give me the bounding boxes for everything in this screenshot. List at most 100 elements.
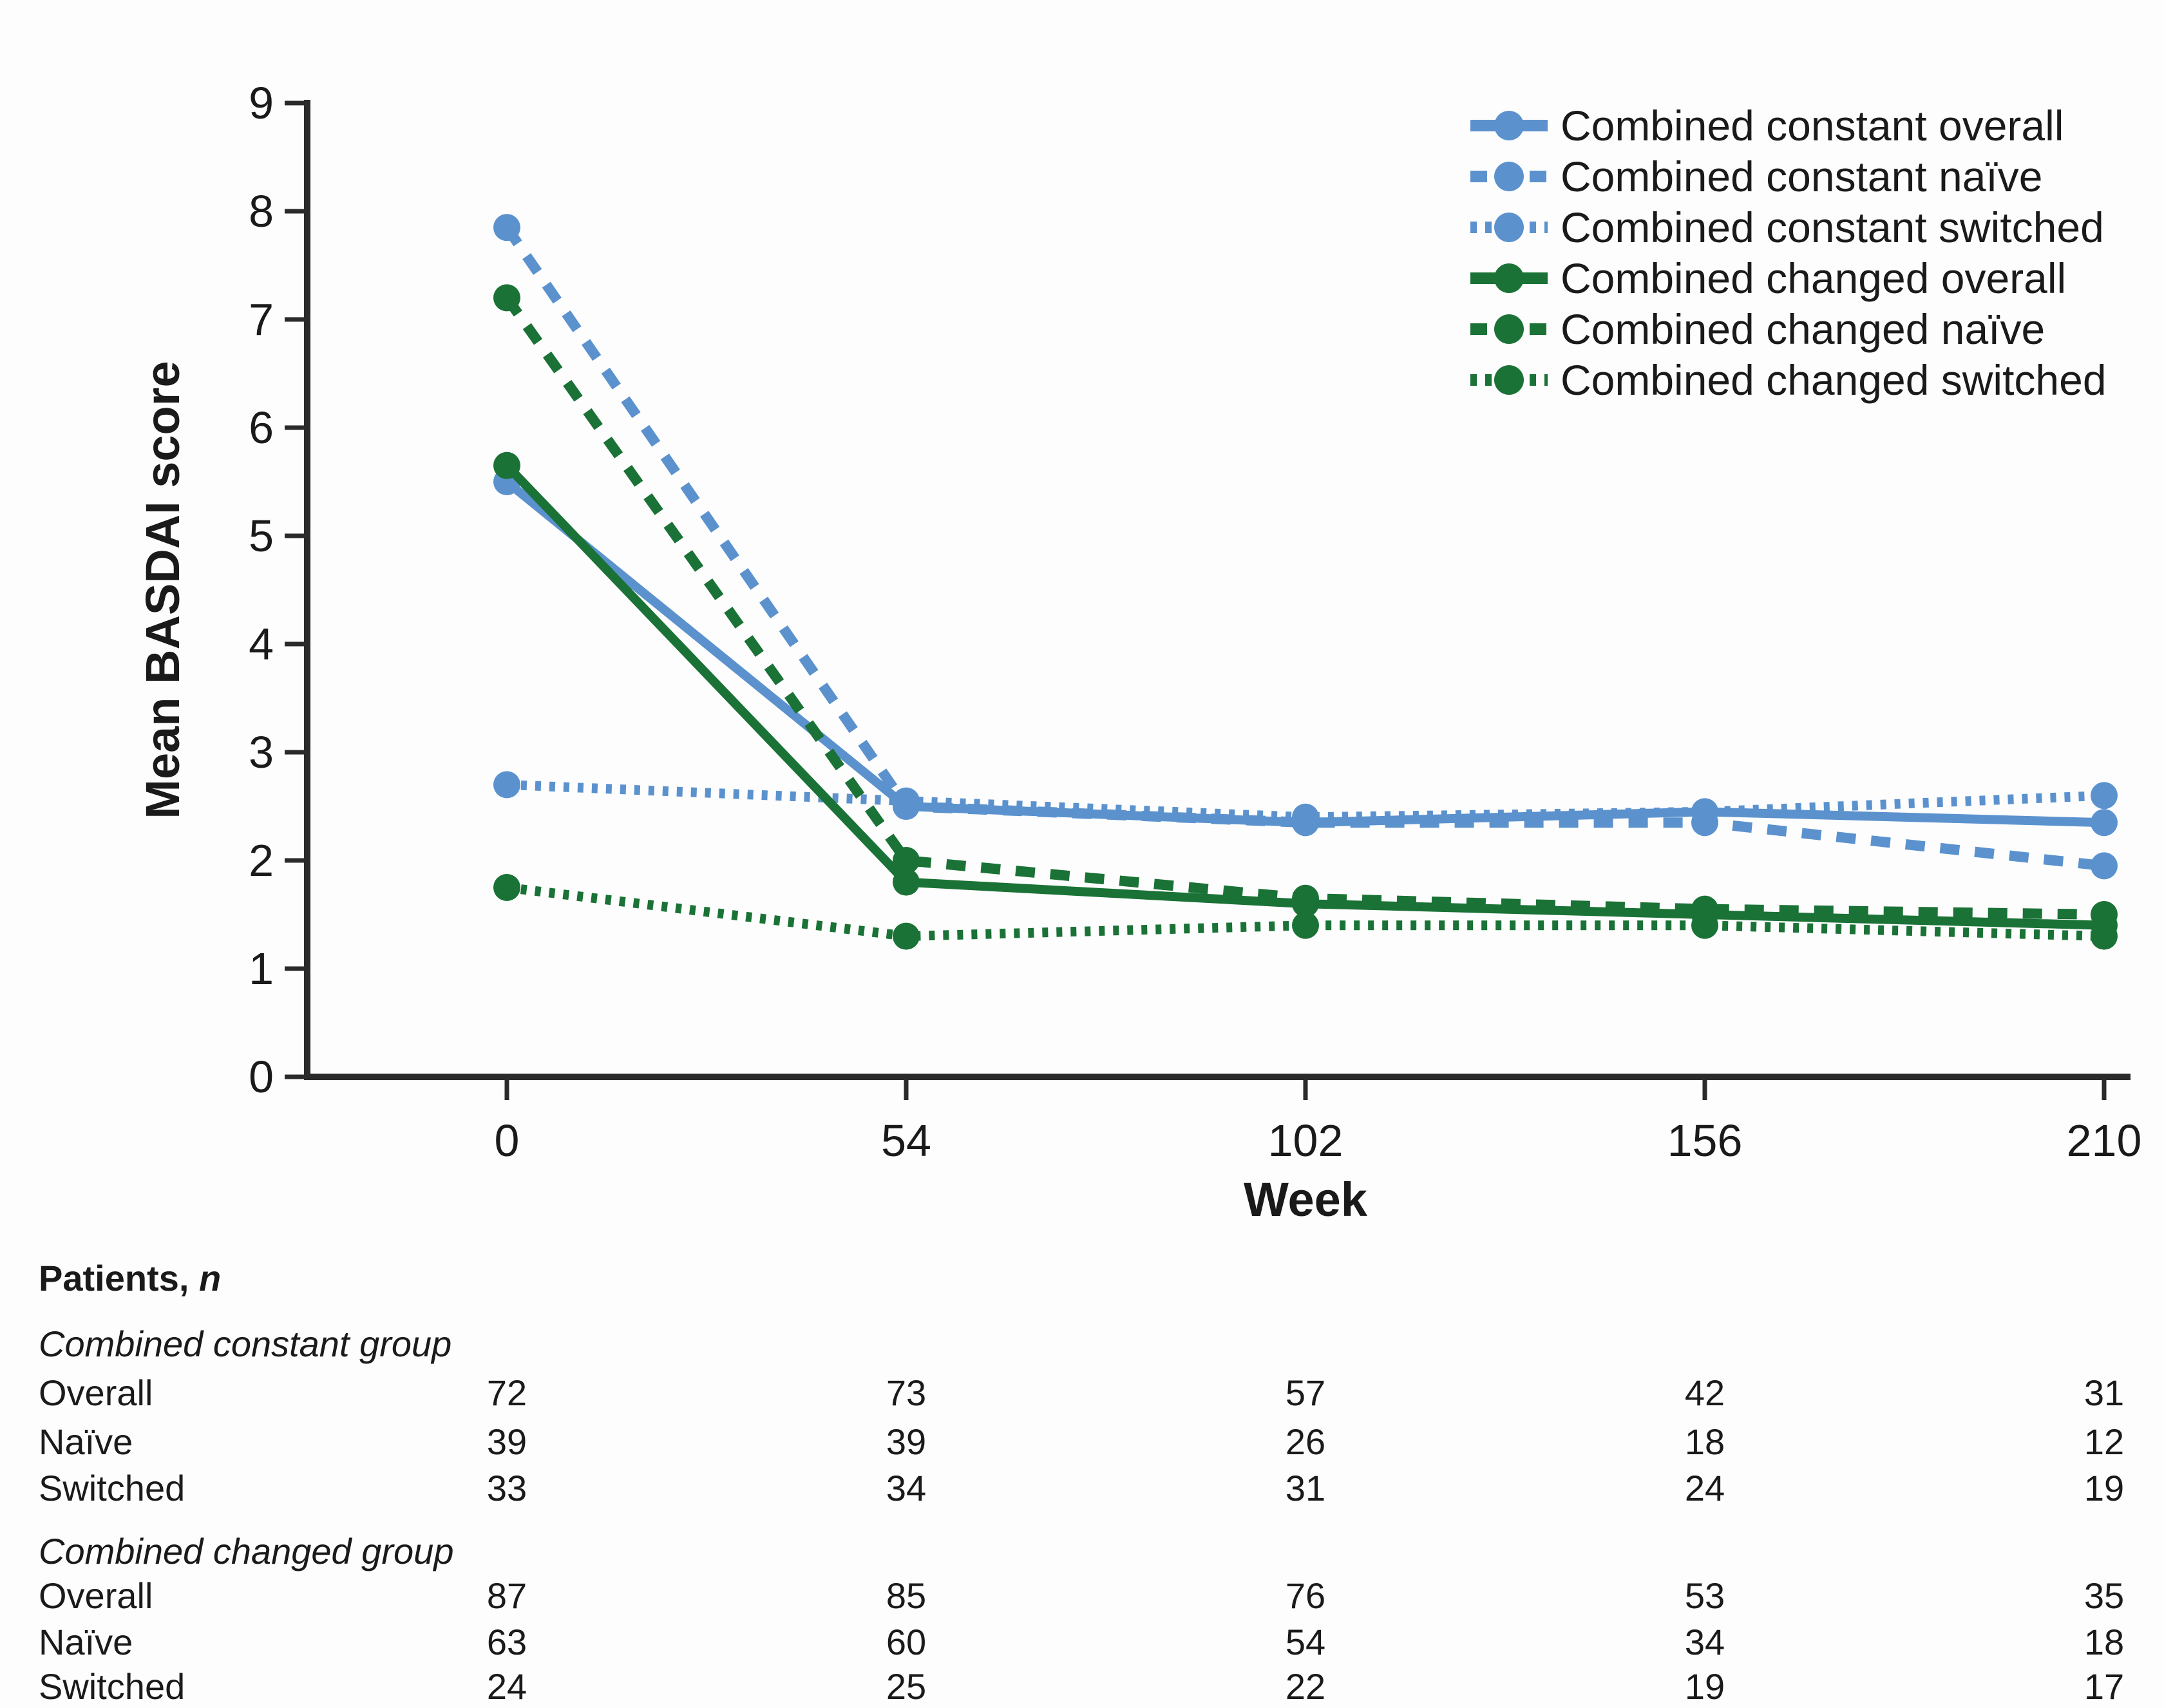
legend-label: Combined constant naïve [1561, 153, 2042, 200]
x-tick-label: 210 [2067, 1115, 2142, 1166]
legend-label: Combined changed naïve [1561, 305, 2045, 353]
data-point-marker [1691, 798, 1718, 826]
table-row-label: Switched [39, 1468, 185, 1508]
basdai-line-chart: 0 1 2 3 4 5 6 7 8 9 0 54 102 156 210 Combined constant… [136, 78, 2141, 1226]
table-cell-week-156: 53 [1684, 1575, 1725, 1616]
legend-item-combined-changed-na-ve: Combined changed naïve [1470, 305, 2045, 353]
y-tick-label: 6 [249, 403, 274, 453]
table-title-n: n [198, 1258, 222, 1298]
table-cell-week-0: 87 [486, 1575, 527, 1616]
data-point-marker [893, 847, 920, 874]
data-point-marker [1292, 911, 1319, 939]
data-point-marker [493, 771, 520, 799]
data-point-marker [1691, 911, 1718, 939]
table-cell-week-54: 34 [886, 1468, 927, 1508]
axes: 0 1 2 3 4 5 6 7 8 9 0 54 102 156 210 [249, 78, 2141, 1166]
data-point-marker [2091, 809, 2118, 837]
legend-item-combined-constant-switched: Combined constant switched [1470, 204, 2104, 251]
series-combined-changed-switched [493, 874, 2118, 950]
series-combined-constant-switched [493, 771, 2118, 831]
legend-item-combined-changed-switched: Combined changed switched [1470, 356, 2107, 404]
legend-label: Combined constant switched [1561, 204, 2104, 251]
legend-item-combined-constant-overall: Combined constant overall [1470, 102, 2064, 149]
data-point-marker [2091, 901, 2118, 928]
table-row-label: Switched [39, 1666, 185, 1707]
table-group-header-label: Combined constant group [39, 1324, 452, 1364]
x-tick-label: 0 [495, 1115, 520, 1166]
legend-label: Combined changed switched [1561, 356, 2107, 404]
table-cell-week-156: 19 [1684, 1666, 1725, 1707]
x-tick-label: 156 [1667, 1115, 1743, 1166]
table-cell-week-102: 22 [1285, 1666, 1326, 1707]
data-point-marker [1292, 884, 1319, 912]
y-tick-label: 2 [249, 835, 274, 886]
data-point-marker [493, 214, 520, 242]
table-cell-week-102: 26 [1285, 1421, 1326, 1462]
y-axis-title: Mean BASDAI score [136, 361, 189, 819]
table-cell-week-0: 24 [486, 1666, 527, 1707]
legend-swatch-marker [1494, 365, 1524, 395]
table-cell-week-210: 35 [2083, 1575, 2125, 1616]
data-point-marker [493, 874, 520, 901]
y-tick-label: 3 [249, 727, 274, 777]
legend-item-combined-constant-na-ve: Combined constant naïve [1470, 153, 2042, 200]
data-point-marker [2091, 922, 2118, 950]
legend-swatch-marker [1494, 213, 1524, 242]
table-cell-week-54: 60 [886, 1622, 927, 1662]
table-cell-week-210: 18 [2083, 1622, 2125, 1662]
table-title-text: Patients, [39, 1258, 199, 1298]
legend-label: Combined changed overall [1561, 254, 2066, 302]
data-point-marker [893, 787, 920, 815]
table-row-combined-changed-group-switched: Switched 24 25 22 19 17 [0, 1665, 2164, 1708]
y-tick-label: 5 [249, 511, 274, 561]
table-row-label: Naïve [39, 1421, 133, 1462]
table-cell-week-210: 17 [2083, 1666, 2125, 1707]
legend-item-combined-changed-overall: Combined changed overall [1470, 254, 2066, 302]
table-row-label: Overall [39, 1575, 153, 1616]
data-point-marker [2091, 852, 2118, 880]
table-cell-week-210: 19 [2083, 1468, 2125, 1508]
table-row-combined-changed-group-overall: Overall 87 85 76 53 35 [0, 1575, 2164, 1620]
y-tick-label: 9 [249, 78, 274, 128]
series-lines [493, 214, 2118, 950]
table-row-combined-constant-group-overall: Overall 72 73 57 42 31 [0, 1372, 2164, 1417]
data-point-marker [893, 868, 920, 896]
table-cell-week-210: 31 [2083, 1372, 2125, 1413]
legend-label: Combined constant overall [1561, 102, 2064, 149]
table-row-combined-changed-group-na-ve: Naïve 63 60 54 34 18 [0, 1621, 2164, 1666]
table-cell-week-0: 33 [486, 1468, 527, 1508]
legend-swatch-marker [1494, 314, 1524, 344]
table-cell-week-54: 85 [886, 1575, 927, 1616]
y-tick-label: 4 [249, 619, 274, 669]
table-cell-week-102: 76 [1285, 1575, 1326, 1616]
y-tick-label: 8 [249, 186, 274, 236]
table-row-combined-constant-group-switched: Switched 33 34 31 24 19 [0, 1467, 2164, 1512]
legend-swatch-marker [1494, 263, 1524, 293]
x-tick-label: 102 [1268, 1115, 1343, 1166]
table-row-combined-constant-group-na-ve: Naïve 39 39 26 18 12 [0, 1421, 2164, 1466]
table-cell-week-54: 39 [886, 1421, 927, 1462]
table-cell-week-156: 24 [1684, 1468, 1725, 1508]
table-group-header: Combined constant group [0, 1323, 2164, 1368]
table-row-label: Overall [39, 1372, 153, 1413]
series-line-combined-constant-na-ve [502, 224, 2105, 871]
table-cell-week-156: 42 [1684, 1372, 1725, 1413]
table-cell-week-0: 63 [486, 1622, 527, 1662]
table-cell-week-156: 34 [1684, 1622, 1725, 1662]
y-tick-label: 1 [249, 944, 274, 994]
data-point-marker [2091, 782, 2118, 810]
series-combined-changed-na-ve [493, 284, 2118, 928]
table-cell-week-156: 18 [1684, 1421, 1725, 1462]
series-line-combined-changed-switched [506, 882, 2105, 942]
table-cell-week-102: 31 [1285, 1468, 1326, 1508]
legend-swatch-marker [1494, 111, 1524, 140]
data-point-marker [493, 284, 520, 312]
y-tick-label: 7 [249, 294, 274, 345]
x-axis-title: Week [1244, 1173, 1368, 1226]
table-group-header: Combined changed group [0, 1530, 2164, 1575]
table-cell-week-54: 25 [886, 1666, 927, 1707]
data-point-marker [1292, 803, 1319, 831]
table-cell-week-210: 12 [2083, 1421, 2125, 1462]
